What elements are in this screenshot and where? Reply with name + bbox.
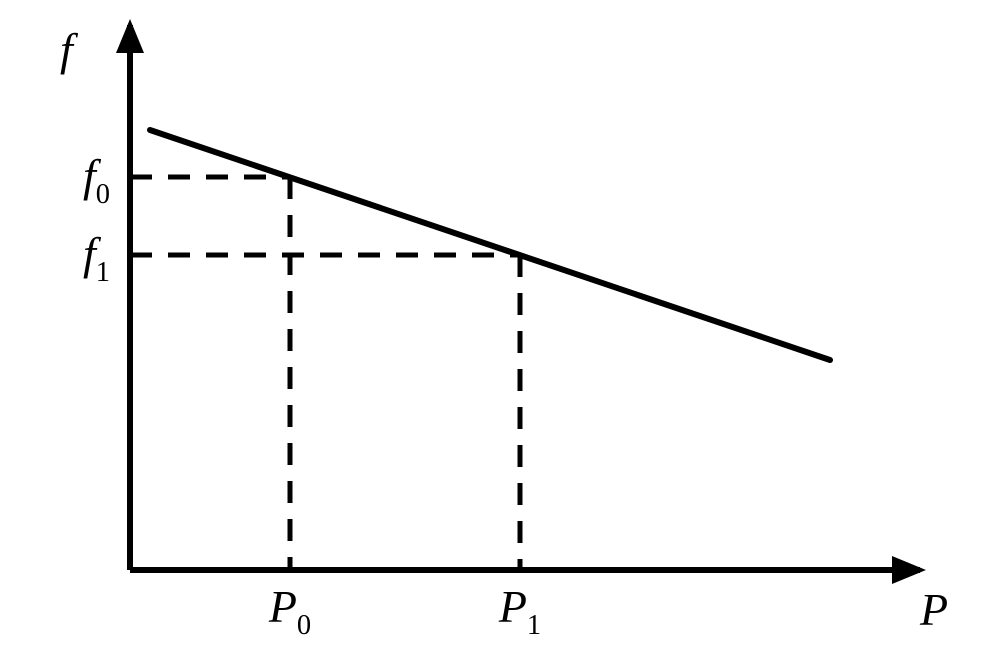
plot-background (0, 0, 1000, 655)
x-axis-label: P (919, 584, 948, 635)
droop-diagram: fPf0P0f1P1 (0, 0, 1000, 655)
